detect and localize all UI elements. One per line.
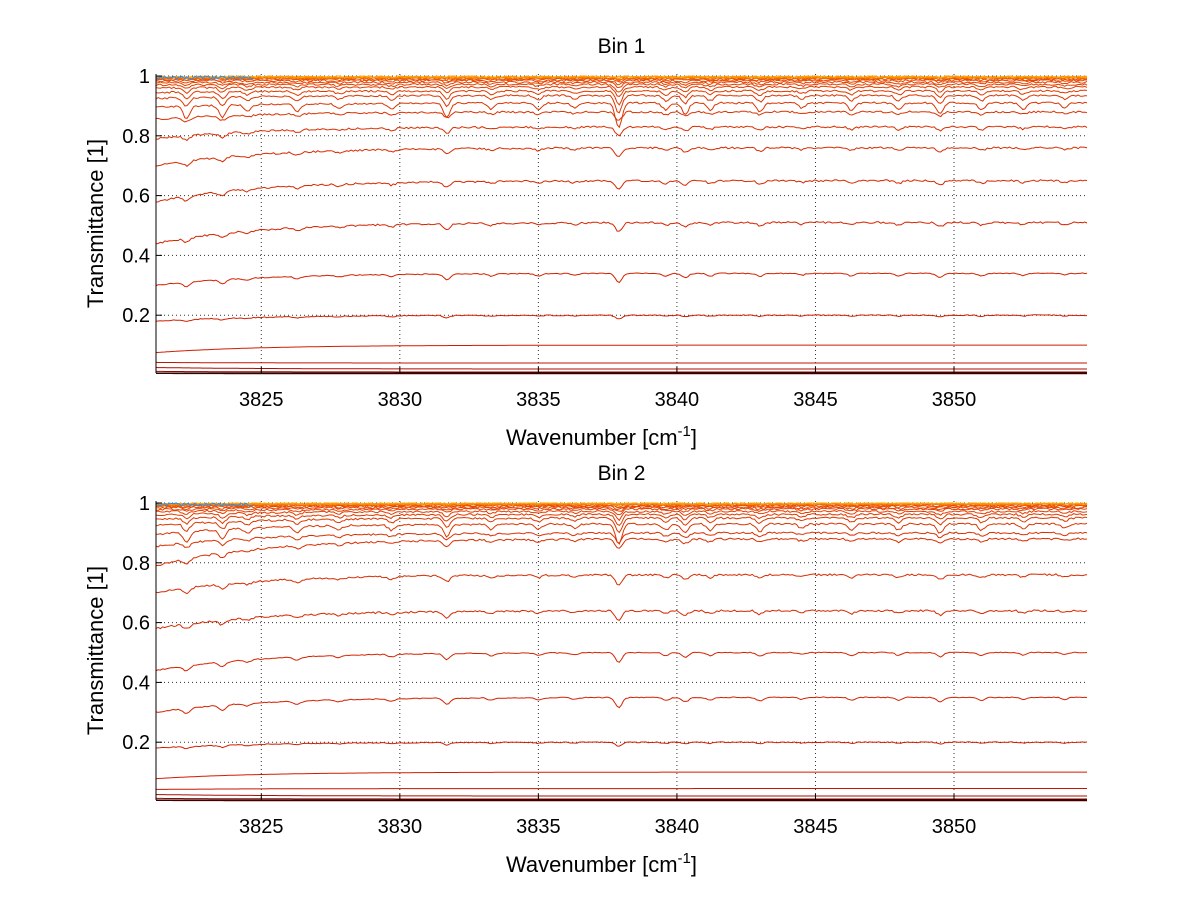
transmittance-curve-6 xyxy=(155,741,1088,750)
transmittance-curve-15 xyxy=(155,89,1088,106)
transmittance-curve-2 xyxy=(156,797,1087,800)
transmittance-curve-8 xyxy=(155,221,1088,245)
top-noise-curve xyxy=(155,75,254,80)
transmittance-curve-4 xyxy=(155,361,1087,364)
transmittance-curve-13 xyxy=(155,522,1088,545)
transmittance-curve-19 xyxy=(156,78,1088,86)
y-tick-label: 0.4 xyxy=(122,672,150,694)
transmittance-curve-11 xyxy=(155,537,1088,567)
x-tick-label: 3845 xyxy=(793,816,838,838)
transmittance-curve-14 xyxy=(155,94,1088,114)
transmittance-curve-18 xyxy=(155,506,1088,512)
transmittance-curve-17 xyxy=(155,82,1088,93)
y-axis-label: Transmittance [1] xyxy=(83,566,108,735)
y-tick-label: 0.8 xyxy=(122,126,150,148)
transmittance-curve-14 xyxy=(155,516,1088,534)
chart-title: Bin 2 xyxy=(598,462,646,485)
y-tick-label: 0.6 xyxy=(122,613,150,635)
transmittance-curve-17 xyxy=(155,507,1088,516)
transmittance-curve-25 xyxy=(155,502,1088,505)
transmittance-curve-3 xyxy=(155,367,1087,370)
x-tick-label: 3835 xyxy=(516,389,561,411)
transmittance-curve-12 xyxy=(155,110,1088,123)
transmittance-curve-8 xyxy=(155,651,1088,672)
plot-panel-1: 3825 3830 3835 3840 3845 3850 0.2 0.4 0.6 0.8 1 Bin… xyxy=(83,35,1088,450)
x-tick-label: 3850 xyxy=(932,389,977,411)
transmittance-curve-7 xyxy=(155,272,1088,288)
transmittance-curve-9 xyxy=(155,609,1088,630)
transmittance-curve-15 xyxy=(155,512,1088,527)
transmittance-curve-13 xyxy=(155,101,1088,129)
transmittance-curve-20 xyxy=(155,77,1088,83)
transmittance-curve-3 xyxy=(155,794,1087,797)
transmittance-curve-9 xyxy=(155,179,1088,203)
top-noise-curve xyxy=(155,502,253,507)
y-tick-label: 0.2 xyxy=(122,732,150,754)
x-axis-label: Wavenumber [cm-1] xyxy=(506,850,697,877)
transmittance-curve-7 xyxy=(155,696,1088,714)
x-axis-label: Wavenumber [cm-1] xyxy=(506,423,697,450)
chart-title: Bin 1 xyxy=(598,35,646,58)
transmittance-curve-16 xyxy=(155,85,1088,97)
transmittance-curve-4 xyxy=(156,788,1087,790)
x-tick-label: 3850 xyxy=(932,816,977,838)
y-tick-label: 1 xyxy=(139,66,150,88)
transmittance-curve-6 xyxy=(155,314,1087,322)
transmittance-curve-2 xyxy=(156,370,1087,373)
transmittance-curve-16 xyxy=(155,509,1088,522)
plot-panel-2: 3825 3830 3835 3840 3845 3850 0.2 0.4 0.6 0.8 1 Bin… xyxy=(83,462,1088,877)
y-tick-label: 0.2 xyxy=(122,305,150,327)
x-tick-label: 3830 xyxy=(378,816,423,838)
x-tick-label: 3835 xyxy=(516,816,561,838)
x-tick-label: 3840 xyxy=(655,816,700,838)
y-tick-label: 0.4 xyxy=(122,245,150,267)
y-tick-label: 1 xyxy=(139,493,150,515)
x-tick-label: 3840 xyxy=(655,389,700,411)
transmittance-curve-10 xyxy=(155,573,1088,595)
x-tick-label: 3825 xyxy=(239,816,284,838)
y-tick-label: 0.8 xyxy=(122,553,150,575)
transmittance-curve-25 xyxy=(156,75,1088,79)
transmittance-curve-5 xyxy=(155,344,1087,354)
x-tick-label: 3830 xyxy=(378,389,423,411)
transmittance-curve-11 xyxy=(155,125,1088,142)
y-axis-label: Transmittance [1] xyxy=(83,139,108,308)
y-tick-label: 0.6 xyxy=(122,186,150,208)
transmittance-curve-10 xyxy=(155,146,1088,167)
transmittance-curve-5 xyxy=(155,771,1087,780)
x-tick-label: 3845 xyxy=(793,389,838,411)
x-tick-label: 3825 xyxy=(239,389,284,411)
